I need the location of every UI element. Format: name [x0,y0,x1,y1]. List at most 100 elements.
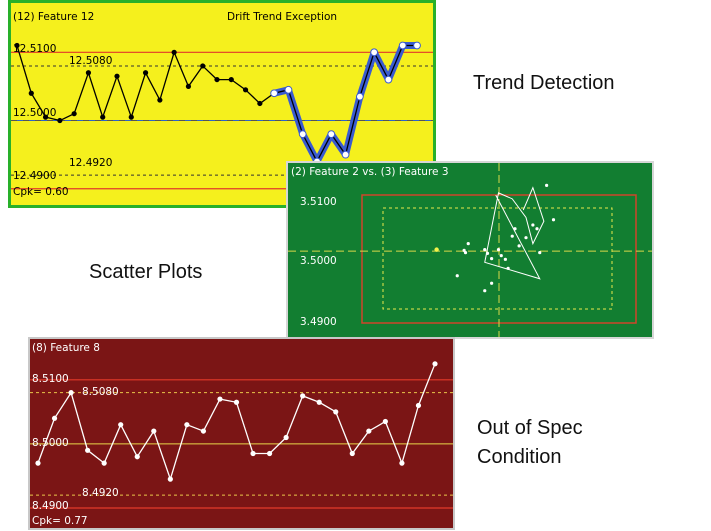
data-point [284,85,293,94]
data-point [327,130,336,139]
oos-usl-label: 8.5100 [32,373,69,385]
trend-ucl-label: 12.5080 [69,55,113,67]
data-point [413,41,421,50]
data-point [382,418,388,425]
oos-chart-title: (8) Feature 8 [32,342,100,354]
scatter-point [535,227,539,231]
data-point [57,117,63,124]
data-point [399,460,405,466]
data-point [200,63,206,69]
data-point [316,399,322,405]
scatter-point [499,254,503,258]
data-point [355,92,364,101]
oos-lsl-label: 8.4900 [32,500,69,512]
data-point [68,390,74,396]
data-point [432,361,438,367]
scatter-chart-svg [288,163,652,337]
control-limit-box [382,207,613,310]
scatter-point [538,251,542,255]
scatter-point [531,223,535,227]
out-of-spec-chart-panel: (8) Feature 8 8.5100 8.5080 8.5000 8.492… [28,337,455,530]
scatter-trail-line [484,186,545,280]
scatter-point [545,183,549,188]
scatter-chart-title: (2) Feature 2 vs. (3) Feature 3 [291,166,449,178]
scatter-y-label-top: 3.5100 [300,196,337,208]
scatter-point [510,234,514,238]
scatter-point [551,218,556,222]
data-point [349,450,355,457]
data-point [266,450,273,457]
data-point [185,83,192,90]
scatter-point [490,281,494,285]
scatter-chart-panel: (2) Feature 2 vs. (3) Feature 3 3.5100 3… [286,161,654,339]
data-point [384,75,393,84]
scatter-point [483,248,487,252]
scatter-point [506,266,510,270]
data-point [128,114,134,120]
data-point [85,70,92,76]
data-point [242,87,249,93]
data-point [71,111,77,117]
data-point [366,428,372,434]
trend-usl-label: 12.5100 [13,43,57,55]
data-point [415,402,422,409]
caption-scatter-plots: Scatter Plots [89,261,203,283]
data-point [341,150,350,159]
trend-lsl-label: 12.4900 [13,170,57,182]
data-point [28,90,34,96]
data-point [200,428,207,434]
data-point [85,447,91,453]
scatter-current-point [434,247,439,252]
data-point [14,42,20,49]
data-point [151,428,157,434]
trend-chart-svg [11,41,433,190]
data-point [298,130,307,139]
data-point [167,476,173,482]
data-point [51,415,58,421]
data-point [214,76,220,83]
data-point [217,396,223,402]
scatter-point [466,242,470,246]
scatter-y-label-middle: 3.5000 [300,255,337,267]
oos-lcl-label: 8.4920 [82,487,119,499]
data-point [42,114,49,120]
scatter-point [490,256,494,261]
oos-ucl-label: 8.5080 [82,386,119,398]
data-point [114,73,120,79]
data-point [398,41,407,50]
trend-chart-panel: (12) Feature 12 Drift Trend Exception 12… [8,0,436,208]
data-point [228,76,234,83]
scatter-point [485,251,490,255]
data-point [35,460,41,466]
data-point [300,393,306,399]
scatter-point [503,257,507,261]
trend-cpk-label: Cpk= 0.60 [13,186,69,198]
data-point [250,450,256,457]
caption-trend-detection: Trend Detection [473,72,615,94]
scatter-point [455,274,459,278]
scatter-point [483,289,487,293]
scatter-point [524,236,528,240]
data-point [257,100,263,107]
data-point [370,48,379,57]
data-point [100,114,106,120]
data-point [101,460,107,466]
scatter-point [517,244,521,248]
series-line [37,363,436,482]
data-point [118,422,124,428]
trend-chart-title: (12) Feature 12 [13,11,95,23]
caption-out-of-spec-line2: Condition [477,446,562,468]
trend-chart-subtitle: Drift Trend Exception [227,11,338,23]
data-point [233,399,240,405]
scatter-point [513,227,517,231]
data-point [134,454,140,460]
data-point [184,422,190,428]
scatter-point [463,251,468,255]
data-point [283,434,289,441]
scatter-point [496,248,501,252]
data-point [142,70,149,76]
data-point [157,97,163,103]
trend-center-label: 12.5000 [13,107,57,119]
oos-cpk-label: Cpk= 0.77 [32,515,88,527]
out-of-spec-chart-svg [30,361,453,509]
